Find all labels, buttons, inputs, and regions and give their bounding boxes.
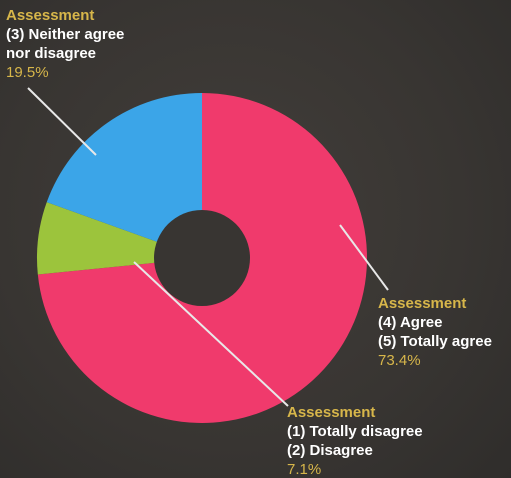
leader-lines: [27, 87, 389, 407]
pie-slice-neutral: [46, 92, 203, 258]
callout-line: (1) Totally disagree: [287, 423, 423, 440]
callout-line: nor disagree: [6, 45, 97, 62]
leader-line-neutral: [27, 87, 97, 156]
callout-percent: 7.1%: [287, 461, 322, 478]
callout-label-neutral: Assessment (3) Neither agree nor disagre…: [6, 6, 124, 82]
callout-line: (4) Agree: [378, 314, 443, 331]
callout-heading: Assessment: [378, 295, 467, 312]
callout-line: (3) Neither agree: [6, 26, 125, 43]
donut-hole: [154, 210, 250, 306]
callout-heading: Assessment: [6, 7, 95, 24]
callout-label-agree: Assessment (4) Agree (5) Totally agree 7…: [378, 294, 492, 370]
callout-heading: Assessment: [287, 404, 376, 421]
leader-line-agree: [339, 224, 389, 291]
leader-line-disagree: [133, 261, 289, 407]
callout-percent: 19.5%: [6, 64, 49, 81]
callout-line: (2) Disagree: [287, 442, 373, 459]
callout-label-disagree: Assessment (1) Totally disagree (2) Disa…: [287, 403, 423, 478]
callout-line: (5) Totally agree: [378, 333, 492, 350]
callout-percent: 73.4%: [378, 352, 421, 369]
